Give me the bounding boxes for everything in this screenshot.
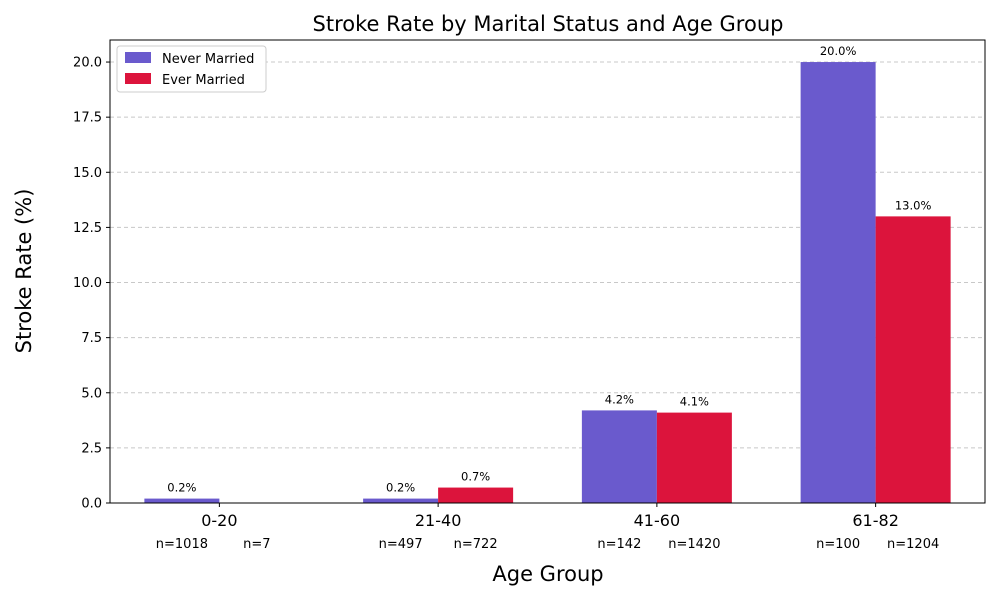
y-axis-label: Stroke Rate (%): [12, 189, 36, 354]
plot-frame: [109, 39, 986, 504]
sample-size-labels: n=1018 n=497 n=142 n=100 n=7 n=722 n=1420 n=120…: [156, 537, 939, 552]
x-axis-label: Age Group: [492, 562, 603, 586]
y-tick-label: 12.5: [73, 221, 102, 236]
x-tick-label: 0-20: [201, 511, 237, 530]
bar-never-married-41-60: [581, 410, 657, 503]
legend-label-ever-married: Ever Married: [162, 73, 245, 88]
bar-value-label: 0.2%: [167, 481, 196, 495]
y-axis-ticks: 0.0 2.5 5.0 7.5 10.0 12.5 15.0 17.5 20.0: [73, 56, 110, 512]
x-tick-label: 21-40: [415, 511, 462, 530]
bar-never-married-61-82: [800, 62, 876, 504]
bar-never-married-0-20: [144, 498, 220, 503]
legend-label-never-married: Never Married: [162, 52, 254, 67]
sample-size-label: n=142: [597, 537, 641, 552]
y-tick-label: 5.0: [81, 386, 102, 401]
sample-size-label: n=100: [816, 537, 860, 552]
x-tick-label: 41-60: [634, 511, 681, 530]
bar-never-married-21-40: [363, 498, 439, 503]
bar-value-label: 4.2%: [605, 392, 634, 406]
sample-size-label: n=7: [243, 537, 270, 552]
bars: [144, 62, 951, 504]
sample-size-label: n=722: [454, 537, 498, 552]
bar-ever-married-41-60: [656, 412, 732, 503]
sample-size-label: n=1018: [156, 537, 208, 552]
legend-swatch-ever-married: [125, 73, 151, 84]
y-tick-label: 15.0: [73, 166, 102, 181]
sample-size-label: n=497: [379, 537, 423, 552]
sample-size-label: n=1420: [668, 537, 720, 552]
legend-frame: [116, 45, 267, 93]
bar-value-label: 4.1%: [680, 395, 709, 409]
y-tick-label: 0.0: [81, 497, 102, 512]
value-labels: 0.2% 0.2% 4.2% 20.0% 0.7% 4.1% 13.0%: [167, 44, 931, 495]
bar-value-label: 20.0%: [820, 44, 857, 58]
bar-value-label: 13.0%: [895, 198, 932, 212]
legend: Never Married Ever Married: [116, 45, 267, 93]
x-axis-ticks: 0-20 21-40 41-60 61-82: [201, 503, 899, 530]
y-tick-label: 7.5: [81, 331, 102, 346]
y-tick-label: 10.0: [73, 276, 102, 291]
bar-value-label: 0.7%: [461, 470, 490, 484]
y-tick-label: 20.0: [73, 56, 102, 71]
sample-size-label: n=1204: [887, 537, 939, 552]
y-tick-label: 2.5: [81, 441, 102, 456]
x-tick-label: 61-82: [852, 511, 899, 530]
bar-ever-married-21-40: [438, 487, 514, 503]
chart-title: Stroke Rate by Marital Status and Age Gr…: [313, 12, 784, 36]
bar-value-label: 0.2%: [386, 481, 415, 495]
y-tick-label: 17.5: [73, 111, 102, 126]
bar-ever-married-61-82: [875, 216, 951, 503]
legend-swatch-never-married: [125, 52, 151, 63]
